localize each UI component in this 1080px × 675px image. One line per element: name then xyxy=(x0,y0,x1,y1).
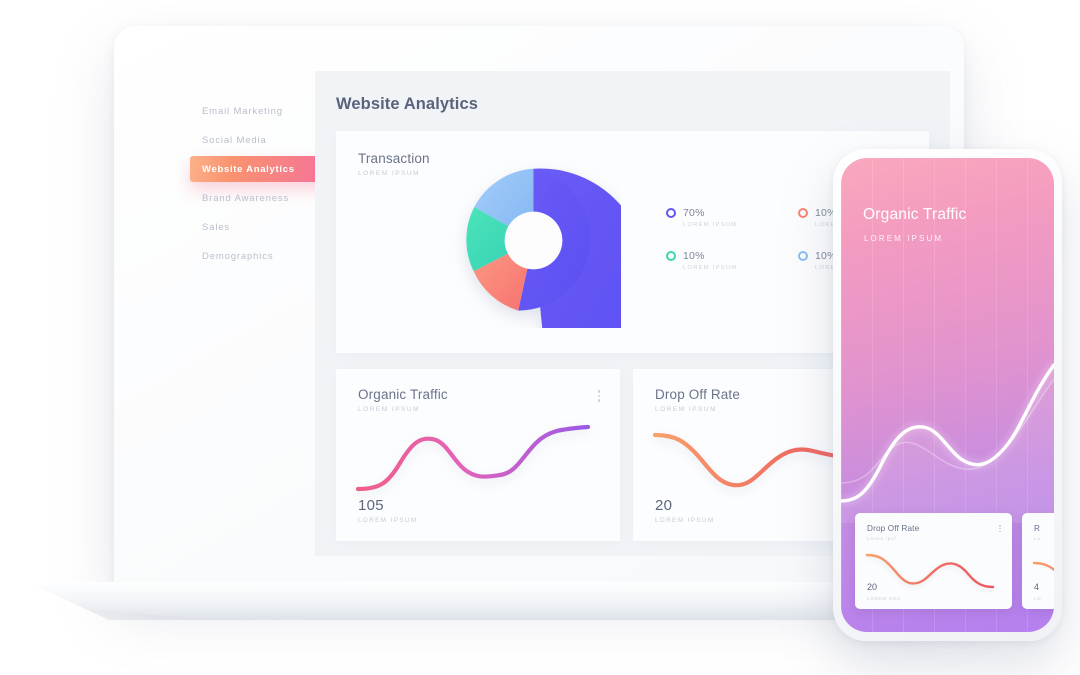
card-title: Drop Off Rate xyxy=(867,524,920,533)
card-value: 4 xyxy=(1034,582,1040,592)
card-subtitle: Lo xyxy=(1034,536,1041,541)
card-title: R xyxy=(1034,524,1041,533)
sidebar-item-brand-awareness[interactable]: Brand Awareness xyxy=(190,185,386,211)
card-value-sublabel: LOREM OSU xyxy=(867,596,901,601)
sidebar-item-label: Social Media xyxy=(202,134,267,146)
sidebar-item-label: Demographics xyxy=(202,250,274,262)
donut-hole xyxy=(504,211,563,270)
phone-card-drop-off-rate: Drop Off Rate Lorem ipsf xyxy=(855,513,1012,609)
organic-traffic-card: Organic Traffic LOREM IPSUM xyxy=(336,369,620,541)
kebab-menu-icon[interactable] xyxy=(597,390,600,402)
legend-ring-icon xyxy=(798,251,808,261)
phone-area-chart xyxy=(841,363,1054,523)
sidebar-item-email-marketing[interactable]: Email Marketing xyxy=(190,98,386,124)
legend-value: 10% xyxy=(815,250,837,262)
phone-screen: Organic Traffic LOREM IPSUM Drop Off Rat… xyxy=(841,158,1054,632)
legend-value: 10% xyxy=(683,250,705,262)
card-subtitle: LOREM IPSUM xyxy=(358,406,421,413)
legend-item: 10% LOREM IPSUM xyxy=(666,250,784,271)
phone-dropoff-line xyxy=(865,553,995,589)
card-value-sublabel: LO xyxy=(1034,596,1042,601)
donut-slice-teal xyxy=(466,206,534,272)
transaction-donut-chart xyxy=(446,153,647,381)
phone-next-sparkline xyxy=(1032,561,1054,572)
legend-ring-icon xyxy=(666,208,676,218)
phone-next-line xyxy=(1032,561,1054,572)
kebab-menu-icon[interactable] xyxy=(999,525,1001,533)
phone-title: Organic Traffic xyxy=(863,206,967,223)
donut-svg xyxy=(466,168,647,381)
card-value: 105 xyxy=(358,497,384,514)
organic-traffic-sparkline xyxy=(355,424,591,492)
phone-card-list: Drop Off Rate Lorem ipsf xyxy=(855,513,1054,613)
sidebar-item-sales[interactable]: Sales xyxy=(190,214,386,240)
legend-ring-icon xyxy=(798,208,808,218)
sidebar-item-label: Website Analytics xyxy=(202,163,295,175)
phone-wave-line xyxy=(841,363,1054,503)
card-subtitle: Lorem ipsf xyxy=(867,536,897,541)
phone-dropoff-sparkline xyxy=(865,553,995,589)
legend-sublabel: LOREM IPSUM xyxy=(683,265,738,271)
legend-value: 70% xyxy=(683,207,705,219)
sidebar-item-demographics[interactable]: Demographics xyxy=(190,243,386,269)
phone-subtitle: LOREM IPSUM xyxy=(864,234,944,243)
organic-line xyxy=(355,424,591,492)
card-title: Drop Off Rate xyxy=(655,387,740,402)
page-title: Website Analytics xyxy=(336,95,478,113)
card-value: 20 xyxy=(867,582,878,592)
card-value: 20 xyxy=(655,497,673,514)
sidebar-item-label: Sales xyxy=(202,221,231,233)
legend-item: 70% LOREM IPSUM xyxy=(666,207,784,228)
sidebar-item-label: Brand Awareness xyxy=(202,192,290,204)
card-value-sublabel: LOREM IPSUM xyxy=(655,517,715,524)
phone-card-next: R Lo 4 LO xyxy=(1022,513,1054,609)
phone-secondary-line xyxy=(841,378,1054,484)
card-subtitle: LOREM IPSUM xyxy=(358,170,421,177)
phone-device: Organic Traffic LOREM IPSUM Drop Off Rat… xyxy=(833,149,1062,641)
sidebar-item-label: Email Marketing xyxy=(202,105,283,117)
card-title: Transaction xyxy=(358,151,430,166)
sidebar-item-social-media[interactable]: Social Media xyxy=(190,127,386,153)
card-subtitle: LOREM IPSUM xyxy=(655,406,718,413)
phone-area-fill xyxy=(841,365,1054,523)
card-title: Organic Traffic xyxy=(358,387,448,402)
legend-value: 10% xyxy=(815,207,837,219)
legend-sublabel: LOREM IPSUM xyxy=(683,222,738,228)
dropoff-line xyxy=(652,432,890,488)
card-value-sublabel: LOREM IPSUM xyxy=(358,517,418,524)
legend-ring-icon xyxy=(666,251,676,261)
drop-off-rate-sparkline xyxy=(652,432,890,488)
